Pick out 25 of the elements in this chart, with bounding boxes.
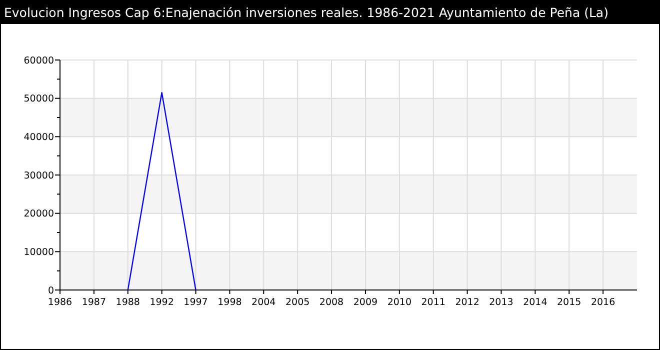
x-tick-label: 2015 [557, 297, 582, 308]
x-tick-label: 2016 [590, 297, 616, 308]
x-tick-label: 2004 [252, 297, 276, 308]
x-tick-label: 2009 [353, 297, 378, 308]
x-tick-label: 1997 [184, 297, 208, 308]
chart-title: Evolucion Ingresos Cap 6:Enajenación inversiones reales. 1986-2021 Ayuntamiento de Peña (La) [4, 5, 608, 20]
x-tick-label: 1986 [48, 297, 72, 308]
x-tick-label: 2010 [387, 297, 412, 308]
y-tick-label: 30000 [24, 170, 54, 182]
x-tick-label: 1988 [116, 297, 140, 308]
x-tick-label: 2011 [421, 297, 446, 308]
y-tick-label: 0 [48, 285, 54, 296]
y-tick-label: 10000 [24, 246, 54, 258]
y-tick-label: 60000 [24, 55, 54, 66]
x-tick-label: 1987 [82, 297, 106, 308]
y-tick-label: 20000 [24, 208, 54, 220]
x-tick-label: 2013 [489, 297, 514, 308]
x-tick-label: 1992 [150, 297, 174, 308]
y-tick-label: 50000 [24, 94, 54, 105]
x-tick-label: 1998 [218, 297, 242, 308]
x-tick-label: 2014 [523, 297, 548, 308]
x-tick-label: 2005 [285, 297, 310, 308]
x-tick-label: 2008 [319, 297, 344, 308]
x-tick-label: 2012 [455, 297, 480, 308]
y-tick-label: 40000 [24, 132, 54, 143]
